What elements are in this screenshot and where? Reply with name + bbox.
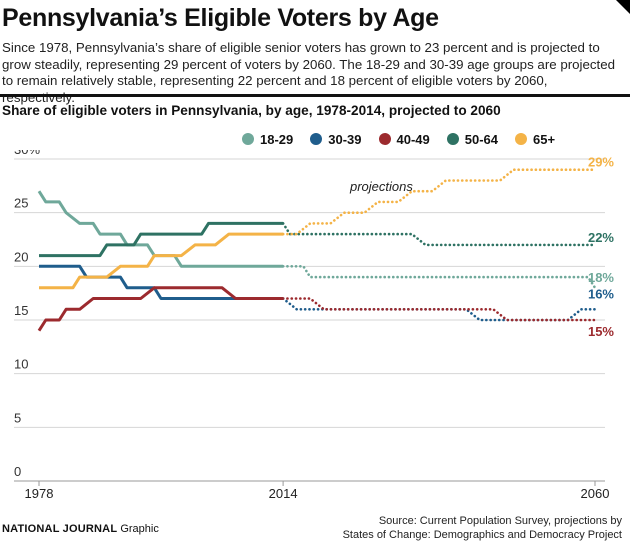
legend-label: 18-29 xyxy=(260,131,294,147)
legend-item-18-29: 18-29 xyxy=(242,132,293,147)
end-label-50-64: 22% xyxy=(588,230,614,245)
footer-credit: NATIONAL JOURNAL Graphic xyxy=(2,523,159,535)
legend-item-50-64: 50-64 xyxy=(446,131,498,147)
legend-label: 50-64 xyxy=(464,131,498,147)
end-label-40-49: 15% xyxy=(588,324,614,339)
projections-annotation: projections xyxy=(349,179,413,194)
y-tick-label: 15 xyxy=(14,303,28,318)
y-tick-label: 25 xyxy=(14,196,28,211)
y-tick-label: 10 xyxy=(14,357,28,372)
y-tick-label: 20 xyxy=(14,249,28,264)
series-line-65+ xyxy=(39,232,284,290)
series-line-30-39 xyxy=(39,264,284,300)
chart-title: Share of eligible voters in Pennsylvania… xyxy=(2,103,501,118)
legend-label: 65+ xyxy=(533,131,556,147)
legend-swatch xyxy=(242,133,254,145)
legend-swatch xyxy=(378,133,391,145)
series-line-40-49 xyxy=(37,286,284,332)
x-tick-label: 1978 xyxy=(25,486,54,501)
footer-source: Source: Current Population Survey, proje… xyxy=(343,514,622,542)
title-divider xyxy=(0,94,630,97)
legend-item-40-49: 40-49 xyxy=(378,131,430,147)
page-subtitle: Since 1978, Pennsylvania’s share of elig… xyxy=(2,40,616,105)
series-line-50-64 xyxy=(39,221,284,258)
source-line-1: Source: Current Population Survey, proje… xyxy=(378,515,622,527)
end-label-30-39: 16% xyxy=(588,286,614,301)
footer-brand: NATIONAL JOURNAL xyxy=(2,523,118,535)
series-projection-30-39 xyxy=(281,297,597,322)
y-tick-label: 0 xyxy=(14,464,21,479)
legend-swatch xyxy=(310,133,323,145)
legend-label: 40-49 xyxy=(396,131,430,147)
x-tick-label: 2014 xyxy=(269,486,298,501)
page-title: Pennsylvania’s Eligible Voters by Age xyxy=(2,4,439,32)
y-tick-label: 5 xyxy=(14,410,21,425)
line-chart: 0 5 10 15 20 25 30% 1978 2014 2060 18%16% 15% 22% 29%… xyxy=(14,150,614,501)
legend-item-30-39: 30-39 xyxy=(310,131,362,147)
series-projection-65+ xyxy=(281,168,597,236)
footer-brand-suffix: Graphic xyxy=(120,523,159,535)
end-label-65+: 29% xyxy=(588,155,614,170)
y-tick-label: 30% xyxy=(14,150,40,157)
legend-swatch xyxy=(446,133,459,145)
legend-item-65+: 65+ xyxy=(515,132,555,147)
series-projection-50-64 xyxy=(281,222,597,247)
legend-swatch xyxy=(515,133,527,145)
series-projection-18-29 xyxy=(281,265,597,290)
legend-label: 30-39 xyxy=(328,131,362,147)
chart-legend: 18-29 30-39 40-49 50-64 65+ xyxy=(242,131,572,147)
source-line-2: States of Change: Demographics and Democ… xyxy=(342,529,622,541)
series-projection-40-49 xyxy=(281,297,597,322)
corner-triangle-icon xyxy=(616,0,630,14)
end-label-18-29: 18% xyxy=(588,270,614,285)
x-tick-label: 2060 xyxy=(581,486,610,501)
